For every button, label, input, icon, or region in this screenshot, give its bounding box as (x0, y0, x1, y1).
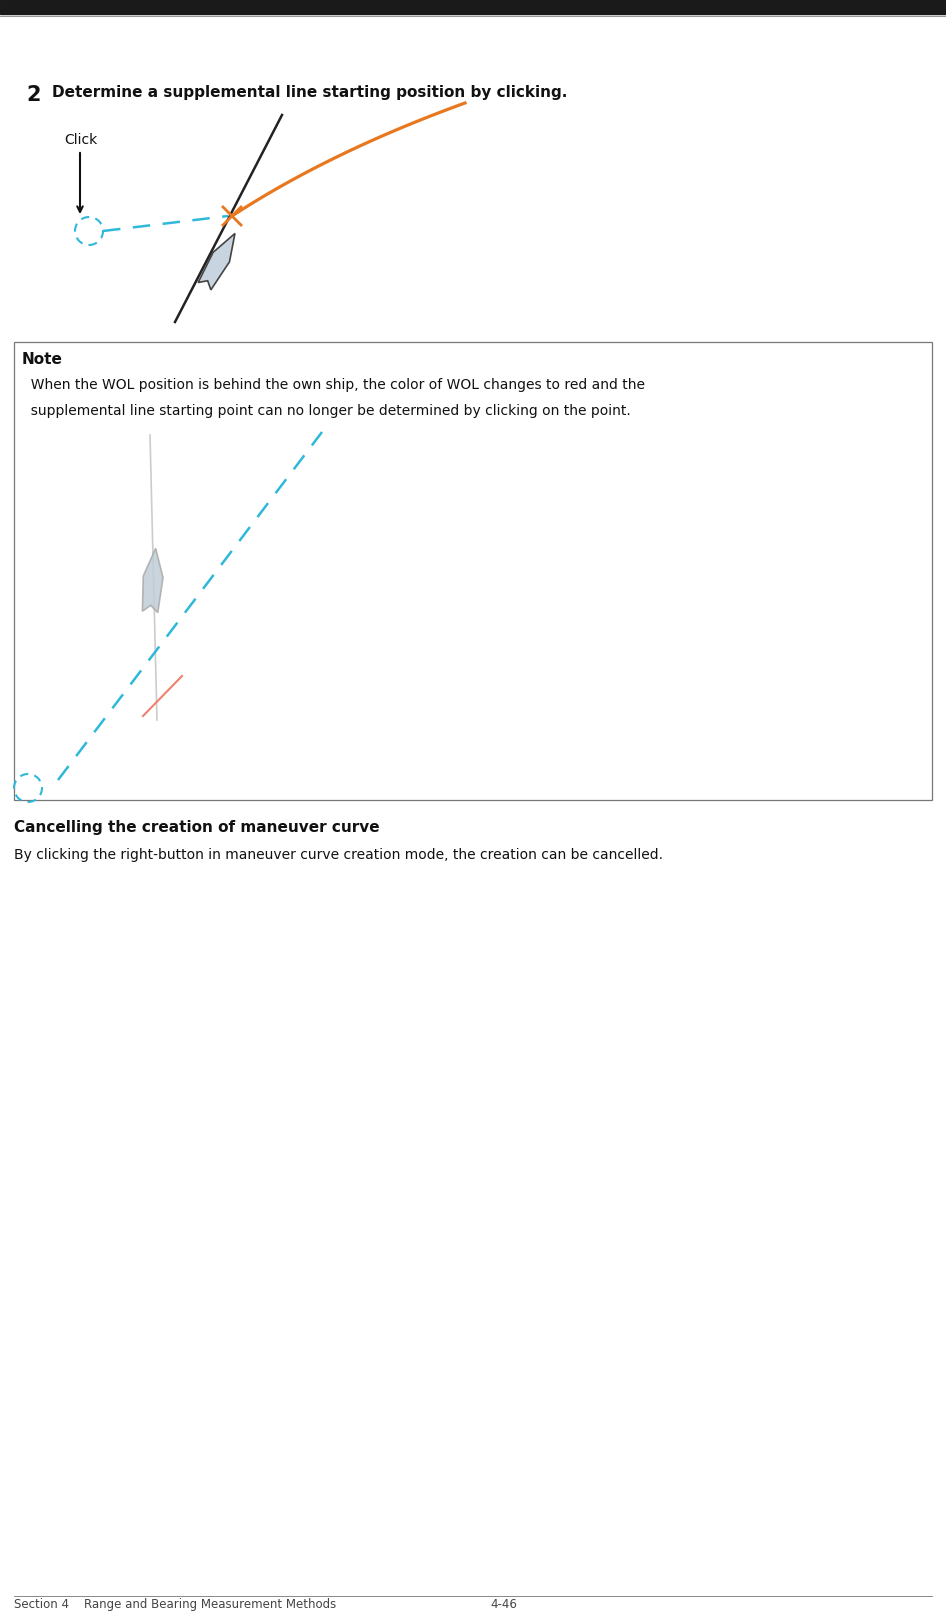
Text: 2: 2 (26, 84, 41, 105)
Text: When the WOL position is behind the own ship, the color of WOL changes to red an: When the WOL position is behind the own … (22, 378, 645, 392)
Text: Note: Note (22, 352, 62, 366)
Bar (14, 342, 932, 801)
Text: supplemental line starting point can no longer be determined by clicking on the : supplemental line starting point can no … (22, 404, 631, 418)
Polygon shape (198, 233, 235, 290)
Polygon shape (143, 548, 163, 613)
Text: Determine a supplemental line starting position by clicking.: Determine a supplemental line starting p… (52, 84, 568, 101)
Text: 4-46: 4-46 (490, 1598, 517, 1611)
Text: Cancelling the creation of maneuver curve: Cancelling the creation of maneuver curv… (14, 820, 379, 835)
Bar (0, 0, 946, 15)
Text: By clicking the right-button in maneuver curve creation mode, the creation can b: By clicking the right-button in maneuver… (14, 848, 663, 862)
Text: Click: Click (64, 133, 97, 148)
Text: Section 4    Range and Bearing Measurement Methods: Section 4 Range and Bearing Measurement … (14, 1598, 336, 1611)
